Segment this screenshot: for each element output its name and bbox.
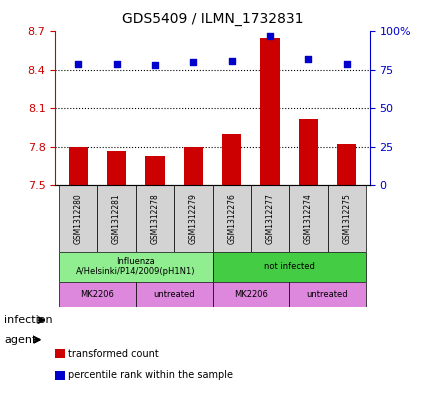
FancyBboxPatch shape xyxy=(174,185,212,252)
Text: GSM1312277: GSM1312277 xyxy=(266,193,275,244)
Bar xyxy=(145,156,164,185)
Text: infection: infection xyxy=(4,315,53,325)
Bar xyxy=(107,151,126,185)
Text: GDS5409 / ILMN_1732831: GDS5409 / ILMN_1732831 xyxy=(122,12,303,26)
Text: MK2206: MK2206 xyxy=(80,290,114,299)
FancyBboxPatch shape xyxy=(136,185,174,252)
Text: percentile rank within the sample: percentile rank within the sample xyxy=(68,370,233,380)
Point xyxy=(113,61,120,67)
FancyBboxPatch shape xyxy=(97,185,136,252)
Text: MK2206: MK2206 xyxy=(234,290,268,299)
Text: GSM1312281: GSM1312281 xyxy=(112,193,121,244)
Bar xyxy=(222,134,241,185)
Text: untreated: untreated xyxy=(153,290,195,299)
Point xyxy=(190,59,197,65)
FancyBboxPatch shape xyxy=(59,282,136,307)
Text: Influenza
A/Helsinki/P14/2009(pH1N1): Influenza A/Helsinki/P14/2009(pH1N1) xyxy=(76,257,196,276)
Text: GSM1312274: GSM1312274 xyxy=(304,193,313,244)
Text: GSM1312278: GSM1312278 xyxy=(150,193,159,244)
FancyBboxPatch shape xyxy=(289,282,366,307)
Text: agent: agent xyxy=(4,335,37,345)
Point xyxy=(305,56,312,62)
Bar xyxy=(261,38,280,185)
Point xyxy=(343,61,350,67)
Bar xyxy=(69,147,88,185)
Bar xyxy=(337,144,356,185)
FancyBboxPatch shape xyxy=(136,282,212,307)
FancyBboxPatch shape xyxy=(59,252,212,282)
Text: GSM1312276: GSM1312276 xyxy=(227,193,236,244)
Point xyxy=(266,33,273,39)
FancyBboxPatch shape xyxy=(289,185,328,252)
Point xyxy=(228,57,235,64)
Point xyxy=(75,61,82,67)
Text: GSM1312280: GSM1312280 xyxy=(74,193,83,244)
Bar xyxy=(184,147,203,185)
Point xyxy=(152,62,159,68)
FancyBboxPatch shape xyxy=(212,185,251,252)
Text: GSM1312275: GSM1312275 xyxy=(342,193,351,244)
FancyBboxPatch shape xyxy=(328,185,366,252)
Text: GSM1312279: GSM1312279 xyxy=(189,193,198,244)
FancyBboxPatch shape xyxy=(212,252,366,282)
Text: not infected: not infected xyxy=(264,262,314,271)
FancyBboxPatch shape xyxy=(251,185,289,252)
FancyBboxPatch shape xyxy=(59,185,97,252)
Text: untreated: untreated xyxy=(307,290,348,299)
FancyBboxPatch shape xyxy=(212,282,289,307)
Bar xyxy=(299,119,318,185)
Text: transformed count: transformed count xyxy=(68,349,159,359)
